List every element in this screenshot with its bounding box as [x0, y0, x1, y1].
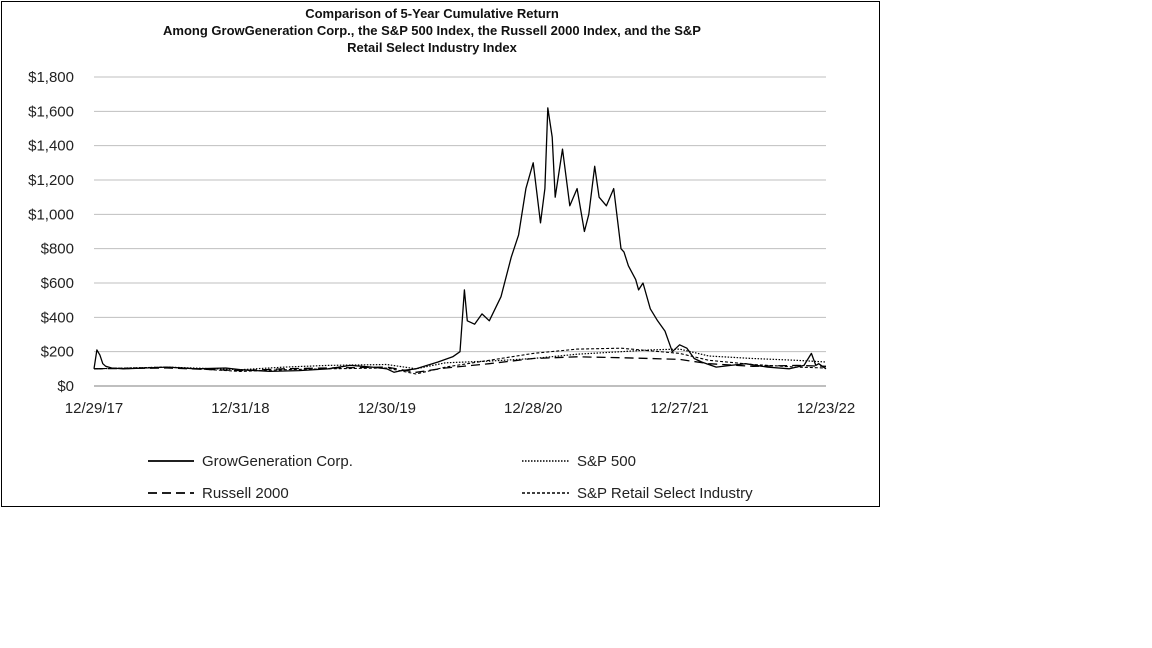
chart-title-line-2: Among GrowGeneration Corp., the S&P 500 … — [163, 23, 701, 38]
chart-title-line-3: Retail Select Industry Index — [347, 40, 518, 55]
chart-frame: Comparison of 5-Year Cumulative Return A… — [1, 1, 880, 507]
x-tick-label: 12/29/17 — [65, 400, 123, 417]
legend-label-growgeneration-corp: GrowGeneration Corp. — [202, 453, 353, 470]
y-tick-label: $0 — [57, 378, 74, 395]
y-tick-label: $1,600 — [28, 103, 74, 120]
x-tick-label: 12/27/21 — [650, 400, 708, 417]
series-line-s-p-retail-select-industry — [93, 347, 827, 375]
y-tick-label: $1,400 — [28, 138, 74, 155]
y-tick-label: $400 — [41, 309, 74, 326]
gridlines — [94, 76, 826, 353]
y-axis-tick-labels: $0 $200 $400 $600 $800 $1,000 $1,200 $1,400 $1,6… — [28, 69, 74, 395]
chart-title: Comparison of 5-Year Cumulative Return A… — [163, 6, 701, 55]
y-tick-label: $800 — [41, 241, 74, 258]
series-line-growgeneration-corp — [93, 107, 827, 373]
x-tick-label: 12/30/19 — [358, 400, 416, 417]
x-tick-label: 12/28/20 — [504, 400, 562, 417]
x-axis-tick-labels: 12/29/17 12/31/18 12/30/19 12/28/20 12/27/21… — [65, 400, 855, 417]
legend-label-s-p-500: S&P 500 — [577, 453, 636, 470]
y-tick-label: $1,200 — [28, 172, 74, 189]
chart-title-line-1: Comparison of 5-Year Cumulative Return — [305, 6, 559, 21]
series-line-s-p-500 — [93, 348, 827, 371]
y-tick-label: $600 — [41, 275, 74, 292]
legend: GrowGeneration Corp. S&P 500 Russell 2000 S… — [148, 453, 753, 502]
series-line-russell-2000 — [93, 356, 827, 373]
line-chart: Comparison of 5-Year Cumulative Return A… — [28, 6, 855, 502]
y-tick-label: $1,000 — [28, 206, 74, 223]
y-tick-label: $1,800 — [28, 69, 74, 86]
legend-label-s-p-retail-select-industry: S&P Retail Select Industry — [577, 485, 753, 502]
data-series — [93, 107, 827, 375]
legend-label-russell-2000: Russell 2000 — [202, 485, 289, 502]
x-tick-label: 12/31/18 — [211, 400, 269, 417]
x-tick-label: 12/23/22 — [797, 400, 855, 417]
y-tick-label: $200 — [41, 344, 74, 361]
